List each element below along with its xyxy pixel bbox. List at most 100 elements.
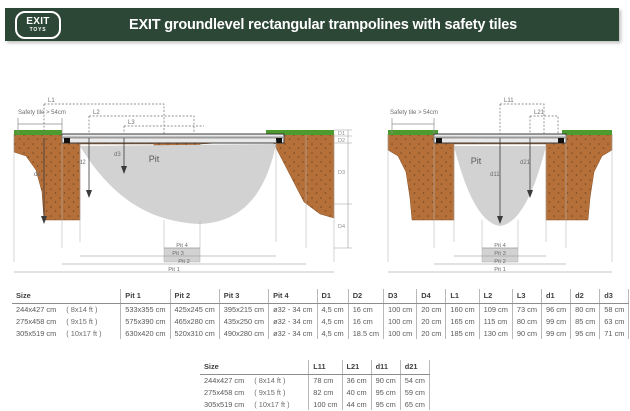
cell-size: 244x427 cm( 8x14 ft ) (12, 303, 122, 316)
depth-arrows (41, 138, 127, 224)
bottom-label-pit1: Pit 1 (494, 267, 506, 273)
table-row: 305x519 cm( 10x17 ft ) 630x420 cm 520x310 … (12, 327, 630, 340)
table-row: 275x458 cm( 9x15 ft ) 82 cm 40 cm 95 cm 59 c… (200, 386, 430, 399)
cell-value: 44 cm (342, 398, 372, 411)
diagram-right: Safety tile > 54cm L11 L21 d11 (372, 52, 628, 274)
cell-value: 4,5 cm (317, 315, 349, 328)
cell-size: 305x519 cm( 10x17 ft ) (12, 327, 122, 340)
table-header-row: Size Pit 1 Pit 2 Pit 3 Pit 4 D1 D2 D3 D4 L1 L2 L3 d1… (12, 289, 630, 304)
cell-value: 630x420 cm (120, 327, 171, 340)
table-row: 244x427 cm( 8x14 ft ) 78 cm 36 cm 90 cm 54 c… (200, 374, 430, 387)
secondary-col-header: L11 (308, 360, 343, 375)
main-col-header: L1 (445, 289, 480, 304)
cell-value: 100 cm (383, 303, 418, 316)
main-col-header: Pit 3 (219, 289, 270, 304)
bottom-dimension-rows (388, 247, 612, 273)
cell-value: 16 cm (348, 303, 384, 316)
cell-value: 99 cm (541, 315, 572, 328)
depth-arrows (497, 138, 533, 224)
secondary-col-header: d11 (371, 360, 401, 375)
depth-label-d21: d21 (520, 160, 531, 166)
specifications-table-secondary: Size L11 L21 d11 d21 244x427 cm( 8x14 ft ) 78… (200, 360, 430, 411)
grass-left (388, 130, 438, 135)
frame-foot-right (558, 138, 564, 143)
cell-value: 58 cm (599, 303, 630, 316)
main-col-header: D3 (383, 289, 418, 304)
main-col-header: Size (12, 289, 122, 304)
cell-value: 16 cm (348, 315, 384, 328)
cell-value: 465x280 cm (170, 315, 220, 328)
trampoline-mat-line (62, 136, 284, 139)
cell-value: 100 cm (308, 398, 343, 411)
cell-value: 395x215 cm (219, 303, 270, 316)
cell-value: 95 cm (570, 327, 601, 340)
depth-label-d1: d1 (34, 172, 41, 178)
cell-value: 425x245 cm (170, 303, 220, 316)
bottom-label-pit4: Pit 4 (176, 243, 188, 249)
main-col-header: Pit 1 (120, 289, 171, 304)
diagram-left: Safety tile > 54cm L1 L2 L3 (4, 52, 356, 274)
bottom-dimension-rows (14, 247, 334, 273)
safety-tile-label: Safety tile > 54cm (18, 110, 66, 116)
logo-text-toys: TOYS (29, 26, 47, 33)
cell-value: 80 cm (570, 303, 601, 316)
top-dimension-lines (43, 103, 204, 134)
bottom-label-pit2: Pit 2 (494, 259, 506, 265)
safety-tile-dimension (391, 118, 435, 134)
cell-value: 115 cm (479, 315, 513, 328)
depth-label-d3: d3 (114, 152, 121, 158)
cell-value: 20 cm (416, 315, 447, 328)
cell-size: 275x458 cm( 9x15 ft ) (200, 386, 310, 399)
dimension-label-D3: D3 (338, 170, 345, 176)
table-row: 305x519 cm( 10x17 ft ) 100 cm 44 cm 95 cm 65… (200, 398, 430, 411)
cell-value: 165 cm (445, 315, 480, 328)
dimension-label-L11: L11 (504, 98, 514, 104)
cell-value: 575x390 cm (120, 315, 171, 328)
dimension-label-L1: L1 (48, 98, 55, 104)
main-col-header: Pit 4 (268, 289, 318, 304)
specifications-table-main: Size Pit 1 Pit 2 Pit 3 Pit 4 D1 D2 D3 D4 L1 L2 L3 d1… (12, 289, 630, 340)
secondary-col-header: L21 (342, 360, 372, 375)
pit-cavity (80, 144, 276, 224)
main-col-header: D2 (348, 289, 384, 304)
secondary-col-header: Size (200, 360, 310, 375)
cell-value: ø32 - 34 cm (268, 315, 318, 328)
cell-value: 109 cm (479, 303, 513, 316)
cell-value: 435x250 cm (219, 315, 270, 328)
cell-value: 78 cm (308, 374, 343, 387)
cell-value: 490x280 cm (219, 327, 270, 340)
cell-size: 244x427 cm( 8x14 ft ) (200, 374, 310, 387)
cell-value: ø32 - 34 cm (268, 327, 318, 340)
cell-size: 275x458 cm( 9x15 ft ) (12, 315, 122, 328)
dimension-label-L2: L2 (93, 110, 100, 116)
main-col-header: L3 (512, 289, 543, 304)
exit-toys-logo: EXIT TOYS (15, 10, 61, 39)
safety-tile-dimension (17, 118, 63, 134)
frame-foot-left (436, 138, 442, 143)
table-header-row: Size L11 L21 d11 d21 (200, 360, 430, 375)
dimension-label-D1: D1 (338, 131, 345, 137)
cell-value: 160 cm (445, 303, 480, 316)
cell-value: 20 cm (416, 303, 447, 316)
pit-label: Pit (471, 156, 482, 166)
table-row: 275x458 cm( 9x15 ft ) 575x390 cm 465x280 c… (12, 315, 630, 328)
extension-lines (13, 135, 335, 262)
cell-value: 36 cm (342, 374, 372, 387)
page-header: EXIT TOYS EXIT groundlevel rectangular t… (5, 8, 619, 41)
cell-value: 85 cm (570, 315, 601, 328)
safety-tile-label: Safety tile > 54cm (390, 110, 438, 116)
cell-value: 73 cm (512, 303, 543, 316)
secondary-col-header: d21 (400, 360, 430, 375)
main-col-header: Pit 2 (170, 289, 220, 304)
pit-label: Pit (149, 154, 160, 164)
main-col-header: L2 (479, 289, 513, 304)
cell-value: 40 cm (342, 386, 372, 399)
cell-value: 99 cm (541, 327, 572, 340)
dimension-label-D4: D4 (338, 224, 345, 230)
cell-value: 71 cm (599, 327, 630, 340)
cell-value: 96 cm (541, 303, 572, 316)
main-col-header: d1 (541, 289, 572, 304)
main-col-header: d2 (570, 289, 601, 304)
cell-value: 20 cm (416, 327, 447, 340)
